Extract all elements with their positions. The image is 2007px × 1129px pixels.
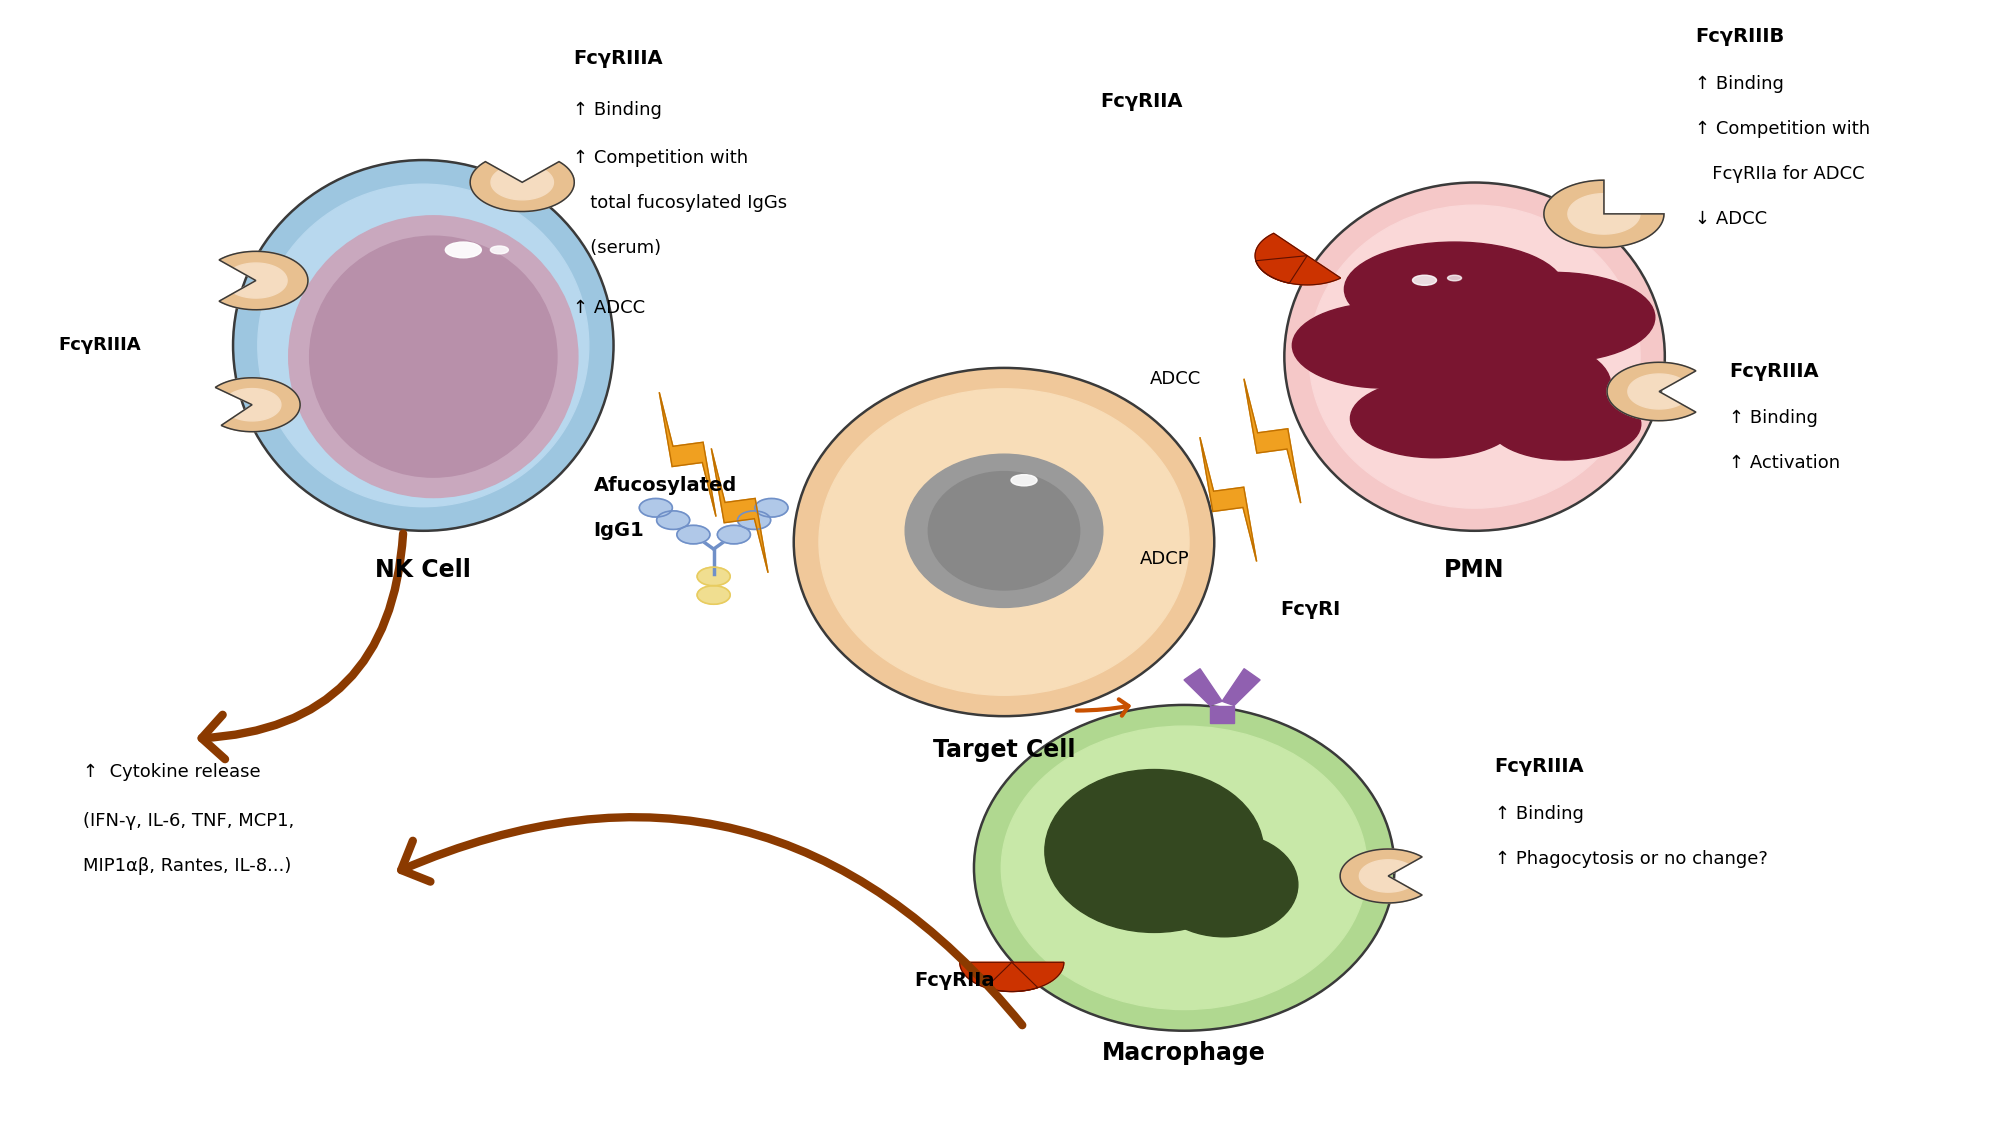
Polygon shape — [1184, 668, 1222, 706]
Polygon shape — [1339, 849, 1421, 903]
Polygon shape — [233, 263, 287, 298]
Ellipse shape — [755, 499, 787, 517]
Ellipse shape — [1351, 379, 1517, 457]
Ellipse shape — [1447, 275, 1461, 281]
Text: ↑ ADCC: ↑ ADCC — [574, 299, 646, 317]
Ellipse shape — [1453, 272, 1654, 362]
Polygon shape — [1244, 378, 1301, 504]
Text: ↑ Binding: ↑ Binding — [1493, 805, 1584, 823]
Ellipse shape — [638, 499, 672, 517]
Ellipse shape — [1417, 338, 1610, 432]
Text: Macrophage: Macrophage — [1102, 1041, 1266, 1065]
Polygon shape — [492, 169, 554, 200]
Text: ↑ Competition with: ↑ Competition with — [1694, 120, 1869, 138]
Polygon shape — [985, 962, 1064, 991]
Text: IgG1: IgG1 — [594, 522, 644, 541]
Text: total fucosylated IgGs: total fucosylated IgGs — [574, 194, 787, 212]
Ellipse shape — [1010, 474, 1036, 485]
Ellipse shape — [233, 160, 614, 531]
Ellipse shape — [309, 236, 556, 478]
Ellipse shape — [1284, 183, 1664, 531]
Polygon shape — [658, 392, 716, 517]
Ellipse shape — [819, 388, 1188, 695]
Polygon shape — [1254, 255, 1341, 285]
Text: FcγRIIIA: FcγRIIIA — [574, 50, 662, 69]
Polygon shape — [1606, 362, 1696, 421]
Text: Afucosylated: Afucosylated — [594, 476, 737, 496]
Polygon shape — [1254, 234, 1307, 283]
Text: (serum): (serum) — [574, 238, 660, 256]
Text: FcγRIIIA: FcγRIIIA — [58, 336, 140, 355]
Ellipse shape — [793, 368, 1214, 716]
Polygon shape — [231, 388, 281, 421]
Ellipse shape — [1411, 275, 1435, 286]
Ellipse shape — [716, 525, 751, 544]
Polygon shape — [1567, 194, 1640, 234]
Ellipse shape — [973, 704, 1393, 1031]
Ellipse shape — [905, 454, 1102, 607]
Ellipse shape — [490, 246, 508, 254]
Text: ↑ Binding: ↑ Binding — [574, 100, 662, 119]
Ellipse shape — [1309, 205, 1640, 508]
Ellipse shape — [696, 586, 731, 604]
Ellipse shape — [1044, 770, 1262, 933]
Text: MIP1αβ, Rantes, IL-8...): MIP1αβ, Rantes, IL-8...) — [82, 857, 291, 875]
Polygon shape — [959, 962, 1038, 991]
Text: Target Cell: Target Cell — [933, 738, 1074, 762]
Ellipse shape — [1001, 726, 1367, 1009]
Ellipse shape — [927, 472, 1080, 590]
Text: FcγRI: FcγRI — [1280, 599, 1341, 619]
Polygon shape — [710, 448, 767, 572]
Polygon shape — [470, 161, 574, 211]
Text: ↓ ADCC: ↓ ADCC — [1694, 210, 1766, 227]
Text: ADCP: ADCP — [1140, 550, 1190, 568]
FancyArrowPatch shape — [201, 534, 403, 759]
Ellipse shape — [289, 216, 578, 498]
Ellipse shape — [696, 567, 731, 586]
Text: ↑  Cytokine release: ↑ Cytokine release — [82, 763, 261, 781]
Polygon shape — [1200, 437, 1256, 561]
Text: FcγRIIa for ADCC: FcγRIIa for ADCC — [1694, 165, 1865, 183]
Text: NK Cell: NK Cell — [375, 558, 472, 583]
FancyArrowPatch shape — [1076, 699, 1128, 716]
Text: FcγRIIIA: FcγRIIIA — [1728, 361, 1818, 380]
Polygon shape — [1628, 374, 1680, 409]
Polygon shape — [1543, 181, 1664, 247]
Polygon shape — [215, 378, 299, 431]
Text: FcγRIIIA: FcγRIIIA — [1493, 758, 1584, 777]
Text: FcγRIIa: FcγRIIa — [913, 971, 993, 990]
Ellipse shape — [1293, 303, 1475, 388]
Polygon shape — [1210, 706, 1234, 723]
Text: ↑ Binding: ↑ Binding — [1694, 75, 1782, 93]
Ellipse shape — [737, 511, 771, 530]
Text: ↑ Binding: ↑ Binding — [1728, 410, 1816, 428]
Ellipse shape — [1487, 388, 1640, 460]
Polygon shape — [1222, 668, 1260, 706]
Text: ADCC: ADCC — [1150, 370, 1200, 388]
Polygon shape — [1359, 860, 1407, 892]
Text: PMN: PMN — [1443, 558, 1503, 583]
Text: ↑ Activation: ↑ Activation — [1728, 454, 1838, 472]
Text: ↑ Phagocytosis or no change?: ↑ Phagocytosis or no change? — [1493, 850, 1766, 868]
Text: FcγRIIIB: FcγRIIIB — [1694, 27, 1782, 46]
FancyArrowPatch shape — [401, 817, 1022, 1025]
Ellipse shape — [676, 525, 710, 544]
Text: ↑ Competition with: ↑ Competition with — [574, 149, 749, 167]
Ellipse shape — [446, 242, 482, 257]
Text: FcγRIIA: FcγRIIA — [1100, 93, 1182, 111]
Ellipse shape — [257, 184, 588, 507]
Ellipse shape — [656, 511, 688, 530]
Polygon shape — [219, 252, 307, 309]
Text: (IFN-γ, IL-6, TNF, MCP1,: (IFN-γ, IL-6, TNF, MCP1, — [82, 812, 293, 830]
Ellipse shape — [1150, 832, 1297, 937]
Ellipse shape — [1345, 242, 1563, 336]
